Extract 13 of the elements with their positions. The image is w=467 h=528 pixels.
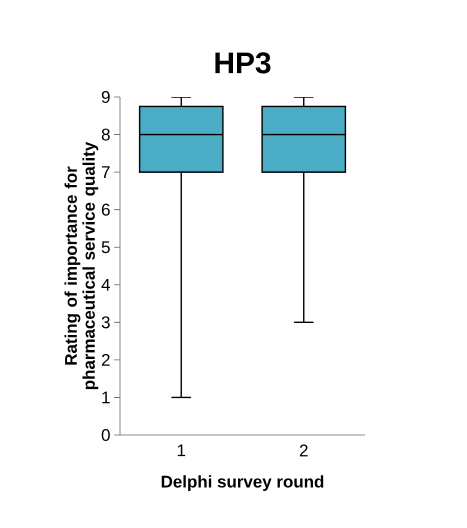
- y-tick-label: 7: [102, 166, 110, 178]
- y-tick-label: 0: [102, 429, 110, 441]
- y-tick-label: 2: [102, 354, 110, 366]
- chart-title: HP3: [215, 52, 270, 74]
- y-tick-label: 6: [102, 204, 110, 216]
- y-tick-label: 1: [102, 392, 110, 404]
- y-tick-label: 4: [101, 278, 110, 291]
- y-tick-label: 5: [102, 241, 110, 254]
- y-axis-title: Rating of importance for pharmaceutical service quality: [64, 142, 98, 390]
- y-tick-label: 8: [102, 128, 110, 141]
- y-tick-label: 9: [102, 91, 110, 104]
- y-tick-label: 3: [102, 316, 110, 328]
- x-axis-title: Delphi survey round: [162, 475, 324, 491]
